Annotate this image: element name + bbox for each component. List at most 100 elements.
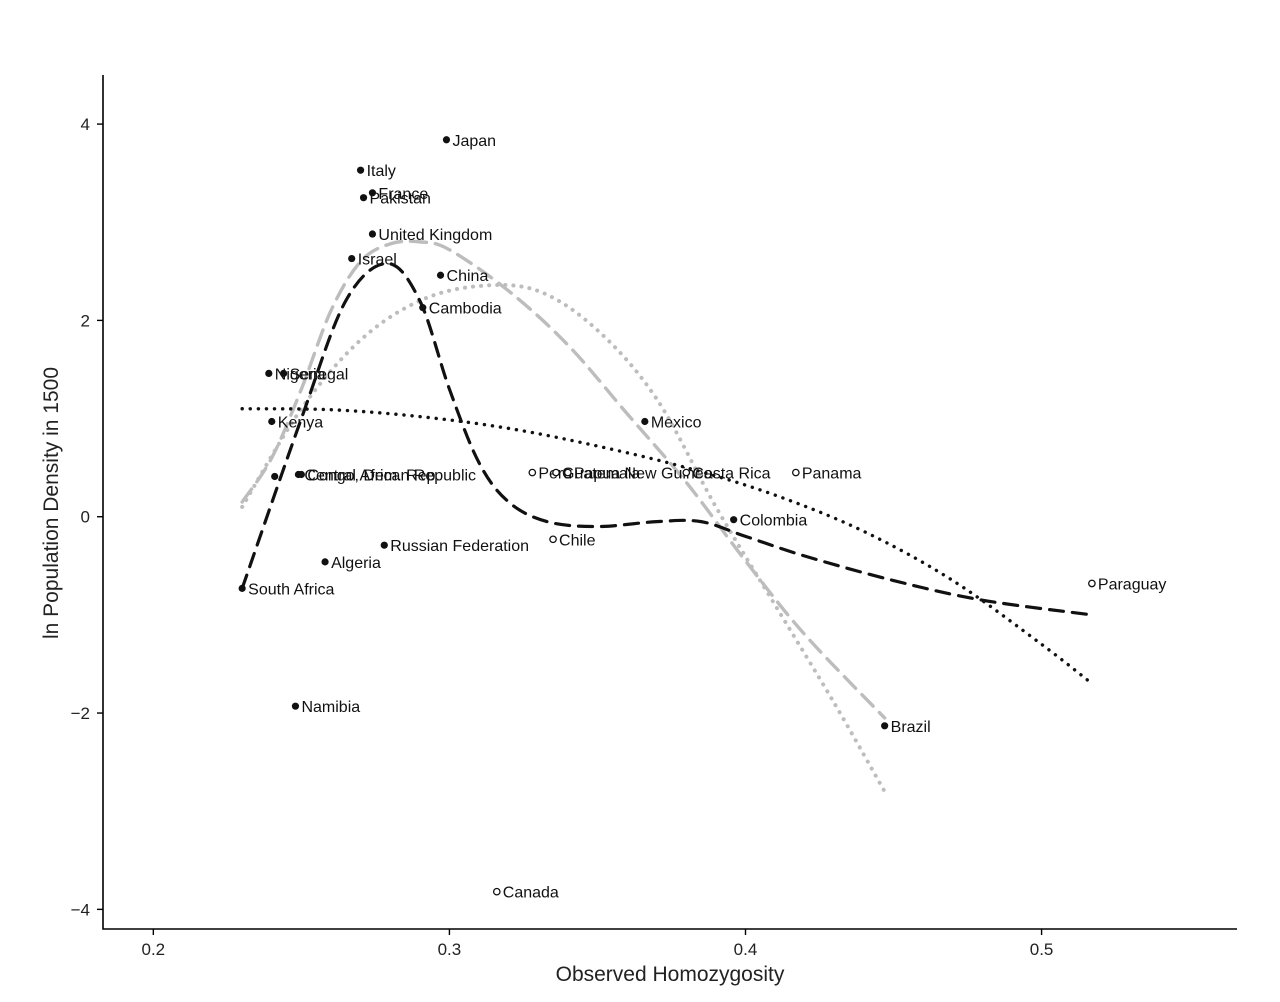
point-label: China [447,268,489,285]
x-tick-label: 0.5 [1030,940,1054,959]
data-point: China [436,268,489,285]
data-point: Algeria [321,555,381,572]
data-point: France [368,186,428,203]
data-point [271,472,279,481]
point-marker [881,722,889,730]
point-label: Papua New Guinea [574,466,713,483]
point-marker [549,535,557,544]
data-point: Panama [791,466,862,483]
y-axis-title: ln Population Density in 1500 [40,367,63,639]
fit-line-dotted-black [240,407,1094,686]
point-label: South Africa [248,581,334,598]
x-axis-title: Observed Homozygosity [556,963,785,986]
point-label: Chile [559,532,596,549]
point-marker [641,417,649,426]
data-point: Kenya [268,415,323,432]
y-tick-label: 4 [81,115,90,134]
data-point: Cambodia [419,301,502,318]
point-label: France [378,186,428,203]
fit-line-dotted-gray [240,282,887,794]
fit-line-dashed-gray [240,239,887,720]
point-label: Brazil [891,719,931,736]
point-label: Paraguay [1098,576,1167,593]
point-marker [442,136,451,144]
data-point: Japan [442,133,496,150]
data-point: Russian Federation [380,538,529,555]
point-marker [492,887,501,896]
y-tick-label: −2 [71,704,90,723]
data-point: Canada [492,885,559,902]
point-label: Kenya [278,415,323,432]
point-label: Panama [802,466,862,483]
point-label: Italy [367,163,396,180]
point-label: Guatemala [562,466,640,483]
data-point: Namibia [291,699,360,716]
fit-line-dashed-black [240,261,1094,617]
data-point: South Africa [238,581,335,598]
point-marker [271,472,279,481]
point-label: Mexico [651,415,702,432]
point-label: Russian Federation [390,538,529,555]
data-point: Colombia [730,513,807,530]
point-label: Congo, Dem. Rep. [307,468,440,485]
y-tick-label: −4 [71,900,90,919]
point-label: Colombia [740,513,808,530]
data-point: Senegal [280,366,348,383]
data-point: Mexico [641,415,702,432]
point-label: Nigeria [275,366,326,383]
x-tick-label: 0.2 [142,940,166,959]
y-tick-label: 2 [81,311,90,330]
point-marker [564,468,572,477]
point-marker [730,516,738,524]
data-point: Papua New Guinea [564,466,713,483]
point-marker [348,254,356,263]
point-marker [280,369,288,378]
point-label: Costa Rica [692,466,770,483]
point-marker [265,369,273,378]
point-marker [291,702,300,710]
point-label: Israel [358,252,397,269]
y-tick-label: 0 [81,508,90,527]
data-point: Chile [549,532,596,549]
point-label: Pakistan [370,191,431,208]
data-point: Nigeria [265,366,326,383]
point-marker [380,541,388,549]
point-label: Central African Republic [304,468,476,485]
point-marker [321,558,329,566]
data-point: United Kingdom [368,227,492,244]
data-point: Brazil [881,719,931,736]
data-point: Paraguay [1088,576,1167,593]
point-marker [359,194,368,202]
point-label: Canada [503,885,559,902]
data-point: Congo, Dem. Rep. [297,468,440,485]
point-marker [528,468,537,477]
point-label: Senegal [290,366,349,383]
data-point: Italy [356,163,396,180]
point-marker [791,468,800,477]
point-marker [1088,579,1096,588]
data-point: Costa Rica [682,466,771,483]
x-tick-label: 0.4 [734,940,758,959]
point-marker [238,584,246,592]
point-marker [368,189,377,197]
point-marker [682,468,691,477]
point-label: Japan [452,133,496,150]
x-tick-label: 0.3 [438,940,462,959]
point-marker [368,230,377,238]
point-marker [356,166,365,174]
data-point: Pakistan [359,191,431,208]
point-label: Cambodia [429,301,502,318]
data-point: Guatemala [552,466,640,483]
axes: 0.2 0.3 0.4 0.5 −4 −2 0 2 4 [71,75,1237,959]
point-label: United Kingdom [378,227,492,244]
point-marker [268,417,276,426]
axis-frame [102,75,1237,930]
fit-curves [240,239,1094,794]
point-marker [419,304,427,312]
point-label: Namibia [301,699,360,716]
point-marker [297,470,305,479]
point-label: Algeria [331,555,381,572]
point-marker [436,271,445,279]
